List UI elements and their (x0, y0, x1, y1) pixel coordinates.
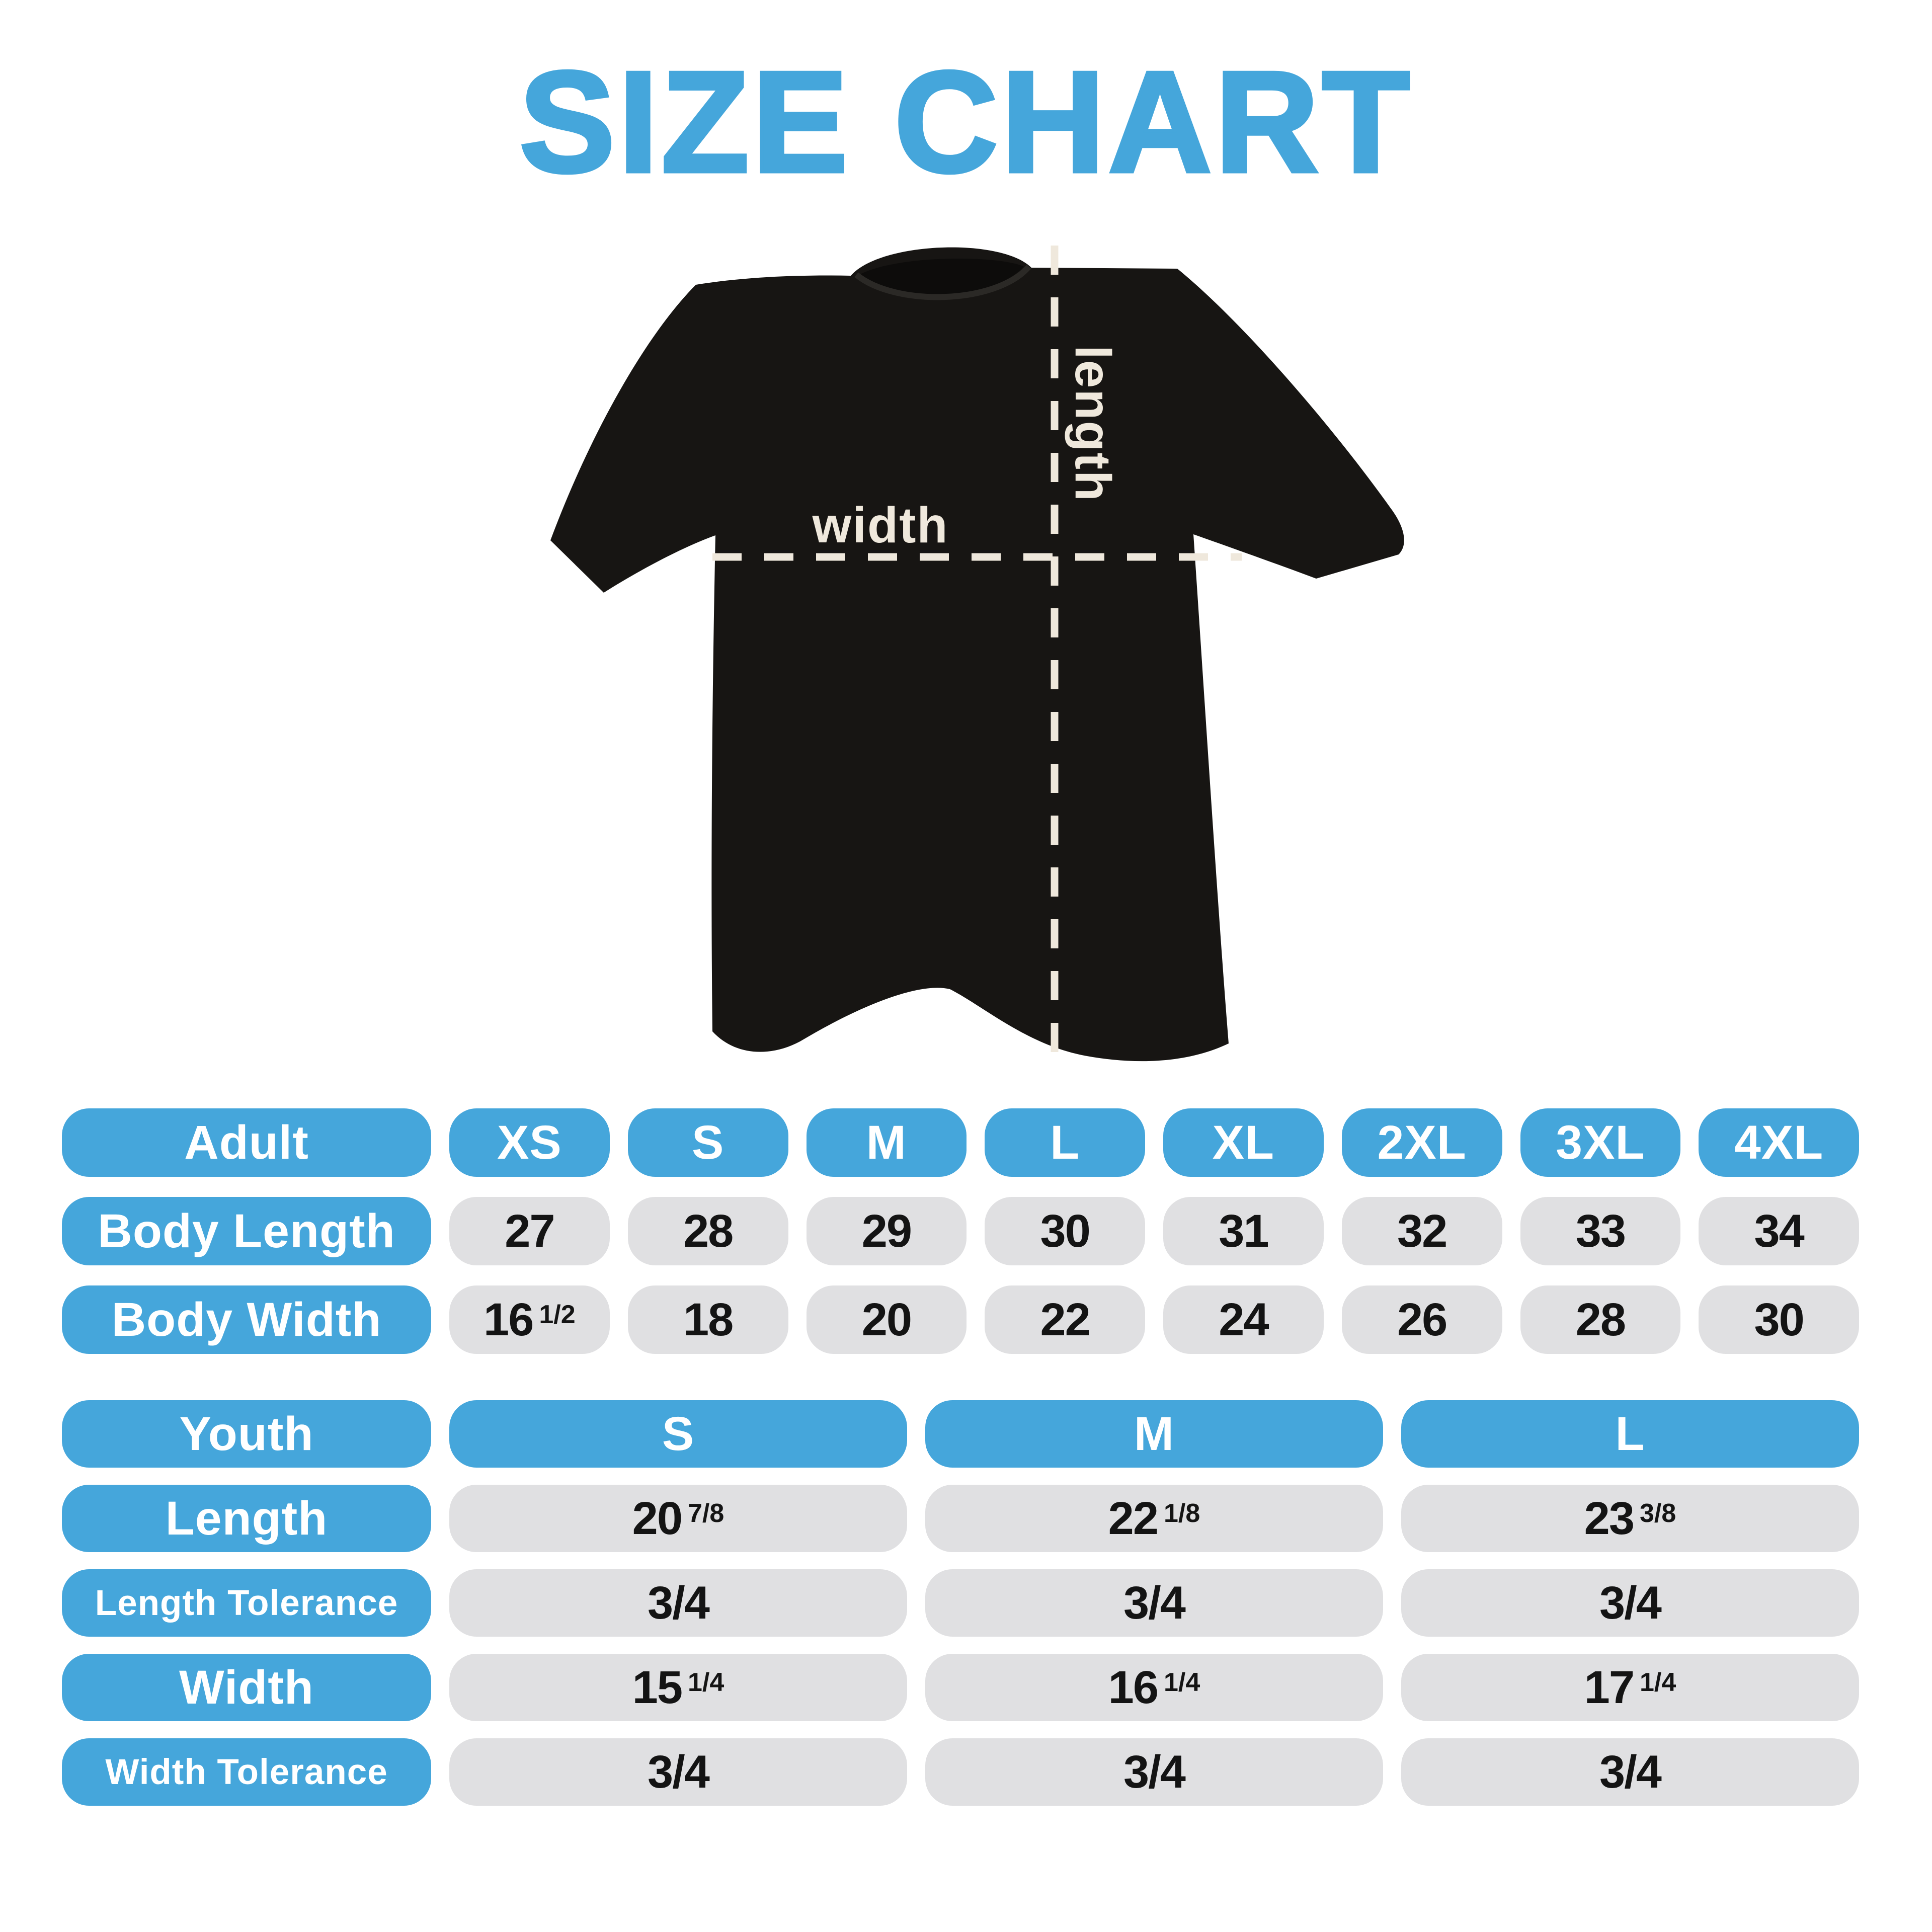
page-title: SIZE CHART (518, 40, 1413, 204)
value-main: 34 (1754, 1205, 1804, 1257)
length-tolerance-m-cell: 3/4 (925, 1569, 1383, 1637)
adult-size-header-3xl: 3XL (1520, 1108, 1681, 1177)
value-main: 3/4 (648, 1577, 710, 1629)
adult-table-title-pill: Adult (62, 1108, 431, 1177)
body-width-2xl-cell: 26 (1341, 1285, 1502, 1354)
youth-table-title-pill: Youth (62, 1400, 431, 1468)
value-main: 16 (484, 1294, 534, 1345)
adult-size-header-s: S (627, 1108, 788, 1177)
body-length-3xl-cell: 33 (1520, 1197, 1681, 1265)
length-tolerance-l-cell: 3/4 (1401, 1569, 1859, 1637)
value-frac: 1/2 (539, 1300, 576, 1329)
youth-size-table: Youth S M L Length 20 7/8 22 1/8 23 3/8 Len… (62, 1400, 1859, 1806)
body-length-4xl-cell: 34 (1699, 1197, 1859, 1265)
body-width-s-cell: 18 (627, 1285, 788, 1354)
collar-band (854, 264, 1031, 300)
row-label-youth-width: Width (62, 1654, 431, 1721)
value-main: 31 (1219, 1205, 1269, 1257)
tshirt-svg: width length (550, 246, 1404, 1062)
value-frac: 7/8 (688, 1499, 725, 1528)
length-tolerance-s-cell: 3/4 (449, 1569, 907, 1637)
body-width-m-cell: 20 (806, 1285, 967, 1354)
value-main: 22 (1108, 1492, 1159, 1544)
youth-size-header-l: L (1401, 1400, 1859, 1468)
body-width-3xl-cell: 28 (1520, 1285, 1681, 1354)
value-frac: 1/4 (1640, 1668, 1676, 1697)
body-length-s-cell: 28 (627, 1197, 788, 1265)
length-label: length (1065, 345, 1121, 502)
body-width-xl-cell: 24 (1163, 1285, 1324, 1354)
value-frac: 1/4 (688, 1668, 725, 1697)
row-label-body-width: Body Width (62, 1285, 431, 1354)
value-main: 15 (632, 1661, 683, 1713)
value-main: 33 (1575, 1205, 1626, 1257)
value-main: 30 (1754, 1294, 1804, 1345)
youth-width-m-cell: 16 1/4 (925, 1654, 1383, 1721)
value-main: 28 (683, 1205, 734, 1257)
width-tolerance-m-cell: 3/4 (925, 1738, 1383, 1806)
youth-size-header-m: M (925, 1400, 1383, 1468)
youth-width-l-cell: 17 1/4 (1401, 1654, 1859, 1721)
value-main: 20 (861, 1294, 912, 1345)
adult-size-header-4xl: 4XL (1699, 1108, 1859, 1177)
width-label: width (812, 497, 948, 553)
tshirt-measurement-diagram: width length (528, 226, 1414, 1082)
value-frac: 3/8 (1640, 1499, 1676, 1528)
adult-size-table: Adult XS S M L XL 2XL 3XL 4XL Body Lengt… (62, 1108, 1859, 1354)
value-frac: 1/8 (1164, 1499, 1200, 1528)
value-main: 3/4 (1599, 1577, 1662, 1629)
adult-size-header-xl: XL (1163, 1108, 1324, 1177)
value-main: 3/4 (1123, 1746, 1186, 1798)
value-main: 26 (1397, 1294, 1447, 1345)
value-main: 23 (1584, 1492, 1635, 1544)
value-main: 3/4 (1599, 1746, 1662, 1798)
value-main: 16 (1108, 1661, 1159, 1713)
value-main: 17 (1584, 1661, 1635, 1713)
youth-width-s-cell: 15 1/4 (449, 1654, 907, 1721)
youth-length-m-cell: 22 1/8 (925, 1485, 1383, 1552)
width-tolerance-l-cell: 3/4 (1401, 1738, 1859, 1806)
value-main: 27 (505, 1205, 555, 1257)
body-length-2xl-cell: 32 (1341, 1197, 1502, 1265)
value-main: 24 (1219, 1294, 1269, 1345)
adult-size-header-2xl: 2XL (1341, 1108, 1502, 1177)
value-main: 22 (1040, 1294, 1090, 1345)
value-main: 18 (683, 1294, 734, 1345)
value-main: 3/4 (648, 1746, 710, 1798)
youth-length-l-cell: 23 3/8 (1401, 1485, 1859, 1552)
value-main: 20 (632, 1492, 683, 1544)
value-main: 3/4 (1123, 1577, 1186, 1629)
body-length-m-cell: 29 (806, 1197, 967, 1265)
value-main: 32 (1397, 1205, 1447, 1257)
youth-length-s-cell: 20 7/8 (449, 1485, 907, 1552)
width-tolerance-s-cell: 3/4 (449, 1738, 907, 1806)
adult-size-header-m: M (806, 1108, 967, 1177)
row-label-length-tolerance: Length Tolerance (62, 1569, 431, 1637)
adult-size-header-xs: XS (449, 1108, 610, 1177)
value-frac: 1/4 (1164, 1668, 1200, 1697)
value-main: 30 (1040, 1205, 1090, 1257)
youth-size-header-s: S (449, 1400, 907, 1468)
body-width-xs-cell: 16 1/2 (449, 1285, 610, 1354)
row-label-youth-length: Length (62, 1485, 431, 1552)
body-length-xl-cell: 31 (1163, 1197, 1324, 1265)
row-label-width-tolerance: Width Tolerance (62, 1738, 431, 1806)
body-width-l-cell: 22 (985, 1285, 1145, 1354)
adult-size-header-l: L (985, 1108, 1145, 1177)
body-width-4xl-cell: 30 (1699, 1285, 1859, 1354)
tshirt-silhouette (550, 247, 1404, 1062)
body-length-xs-cell: 27 (449, 1197, 610, 1265)
collar-opening (860, 259, 1024, 295)
value-main: 28 (1575, 1294, 1626, 1345)
row-label-body-length: Body Length (62, 1197, 431, 1265)
body-length-l-cell: 30 (985, 1197, 1145, 1265)
value-main: 29 (861, 1205, 912, 1257)
